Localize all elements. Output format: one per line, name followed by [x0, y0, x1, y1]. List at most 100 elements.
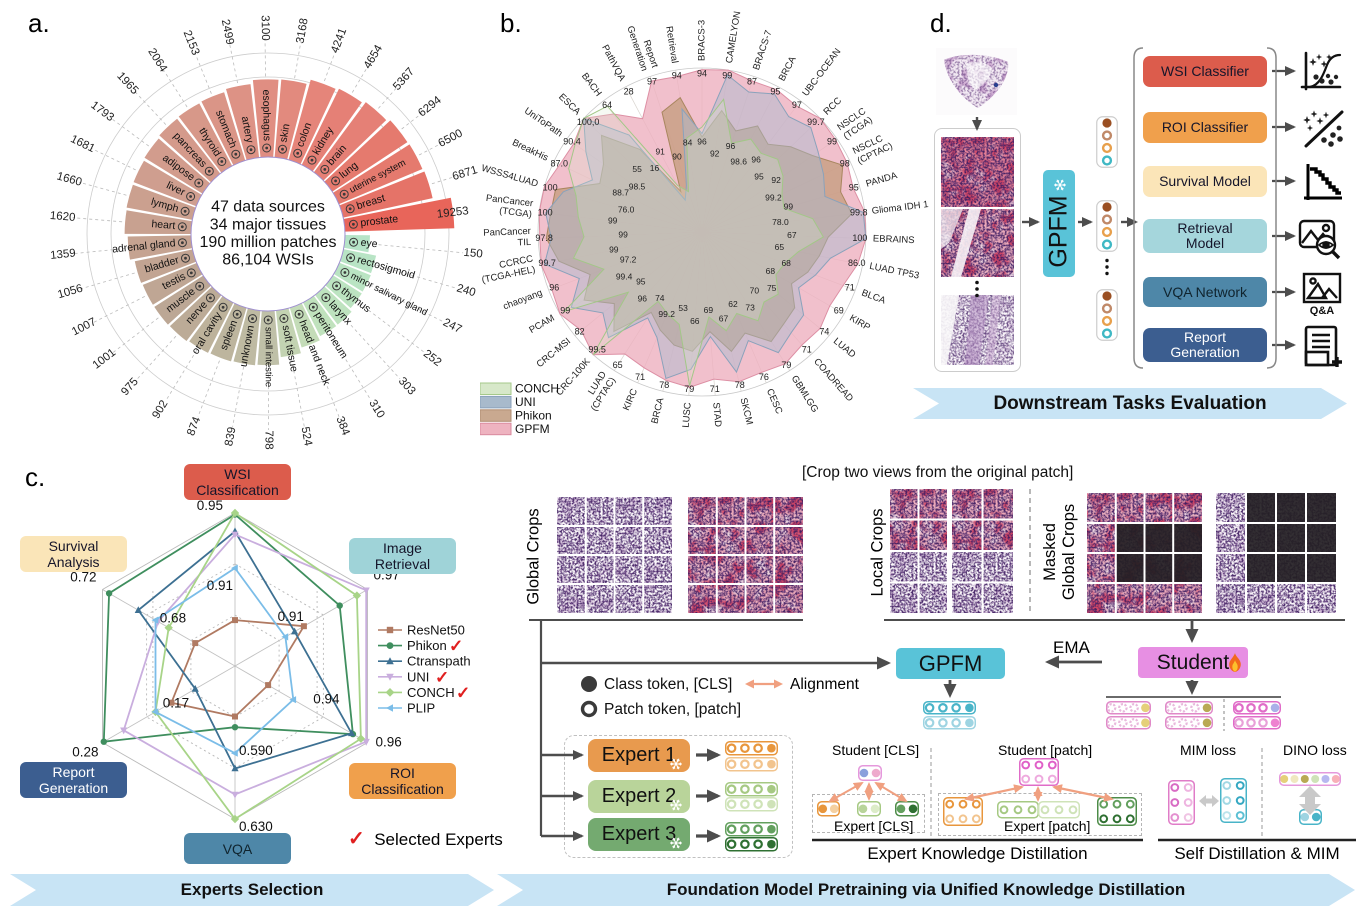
svg-text:✓: ✓ [435, 668, 449, 687]
svg-text:95: 95 [636, 276, 646, 286]
svg-text:EBRAINS: EBRAINS [873, 233, 915, 246]
svg-text:97: 97 [647, 76, 657, 86]
svg-text:71: 71 [635, 372, 645, 382]
svg-text:small intestine: small intestine [263, 327, 274, 387]
svg-text:76: 76 [759, 372, 769, 382]
svg-text:74: 74 [819, 326, 829, 336]
svg-text:heart: heart [151, 218, 176, 232]
svg-text:ESCA: ESCA [556, 92, 583, 118]
svg-text:PLIP: PLIP [407, 701, 435, 716]
svg-text:1001: 1001 [91, 347, 119, 372]
svg-text:94: 94 [672, 70, 682, 80]
svg-text:1681: 1681 [68, 133, 96, 155]
svg-text:92: 92 [771, 175, 781, 185]
svg-text:55: 55 [632, 164, 642, 174]
svg-text:99.8: 99.8 [850, 207, 868, 217]
svg-text:(TCGA): (TCGA) [499, 205, 533, 220]
svg-text:94: 94 [697, 68, 707, 78]
svg-text:PANDA: PANDA [865, 170, 899, 190]
svg-text:Patch token, [patch]: Patch token, [patch] [604, 701, 741, 718]
svg-text:98.5: 98.5 [629, 181, 646, 191]
svg-text:97: 97 [792, 100, 802, 110]
svg-text:99: 99 [560, 305, 570, 315]
svg-text:96: 96 [638, 294, 648, 304]
svg-text:CONCH: CONCH [515, 382, 559, 396]
svg-text:100,0: 100,0 [577, 117, 600, 127]
svg-text:78: 78 [735, 380, 745, 390]
svg-text:BRACS-7: BRACS-7 [751, 29, 775, 72]
svg-text:2499: 2499 [219, 18, 236, 45]
svg-text:BLCA: BLCA [860, 287, 888, 306]
svg-text:0.94: 0.94 [313, 691, 340, 706]
svg-text:0.72: 0.72 [70, 570, 96, 585]
svg-text:71: 71 [845, 282, 855, 292]
svg-text:1793: 1793 [88, 99, 116, 124]
svg-text:78.0: 78.0 [772, 217, 789, 227]
svg-text:0.28: 0.28 [72, 745, 98, 760]
svg-text:96: 96 [549, 282, 559, 292]
svg-text:70: 70 [750, 285, 760, 295]
svg-text:0.68: 0.68 [160, 611, 186, 626]
svg-text:240: 240 [455, 283, 477, 300]
svg-text:Ctranspath: Ctranspath [407, 654, 471, 669]
svg-text:STAD: STAD [710, 402, 723, 428]
svg-text:310: 310 [366, 398, 386, 421]
svg-text:384: 384 [334, 415, 352, 438]
svg-text:1620: 1620 [49, 210, 76, 224]
svg-text:TIL: TIL [517, 237, 531, 249]
svg-text:96: 96 [697, 136, 707, 146]
svg-text:CAMELYON: CAMELYON [724, 10, 743, 64]
svg-text:95: 95 [770, 86, 780, 96]
svg-text:✓: ✓ [456, 683, 470, 702]
svg-text:BRCA: BRCA [649, 396, 666, 425]
svg-text:99.4: 99.4 [616, 271, 633, 281]
svg-text:98: 98 [840, 159, 850, 169]
svg-text:839: 839 [223, 426, 238, 447]
svg-text:BACH: BACH [579, 71, 604, 99]
svg-text:87.0: 87.0 [551, 159, 569, 169]
svg-text:150: 150 [463, 247, 483, 261]
svg-text:975: 975 [119, 376, 141, 398]
svg-text:99: 99 [722, 70, 732, 80]
svg-text:247: 247 [441, 317, 464, 336]
svg-text:88.7: 88.7 [612, 188, 629, 198]
svg-text:SKCM: SKCM [738, 397, 755, 426]
svg-text:79: 79 [684, 384, 694, 394]
svg-text:artery: artery [239, 115, 256, 144]
svg-text:47 data sources: 47 data sources [211, 199, 325, 216]
svg-text:0.96: 0.96 [376, 735, 402, 750]
svg-text:Phikon: Phikon [515, 408, 552, 422]
svg-text:64: 64 [602, 100, 612, 110]
svg-text:68: 68 [766, 266, 776, 276]
svg-text:252: 252 [421, 348, 444, 369]
svg-text:74: 74 [655, 293, 665, 303]
svg-text:0.91: 0.91 [278, 609, 304, 624]
svg-text:Q&A: Q&A [1310, 305, 1335, 316]
svg-text:skin: skin [277, 123, 292, 144]
svg-text:34 major tissues: 34 major tissues [210, 216, 327, 233]
svg-text:prostate: prostate [360, 213, 399, 229]
svg-text:71: 71 [710, 384, 720, 394]
svg-text:874: 874 [185, 415, 203, 438]
svg-text:95: 95 [849, 182, 859, 192]
svg-text:BRACS-3: BRACS-3 [697, 20, 708, 61]
svg-text:100: 100 [543, 182, 558, 192]
svg-text:100: 100 [538, 207, 553, 217]
svg-text:798: 798 [262, 430, 274, 449]
svg-text:82: 82 [575, 326, 585, 336]
svg-text:CESC: CESC [764, 387, 785, 416]
svg-text:68: 68 [781, 258, 791, 268]
svg-text:UNI: UNI [515, 395, 536, 409]
svg-text:76.0: 76.0 [618, 204, 635, 214]
svg-text:GPFM: GPFM [515, 422, 550, 436]
svg-text:RCC: RCC [822, 95, 845, 117]
svg-text:4654: 4654 [362, 42, 386, 71]
svg-text:2153: 2153 [181, 29, 202, 57]
svg-text:1007: 1007 [70, 316, 98, 338]
svg-text:chaoyang: chaoyang [502, 287, 544, 312]
svg-text:BreakHis: BreakHis [510, 137, 550, 164]
svg-text:UBC-OCEAN: UBC-OCEAN [800, 46, 843, 98]
svg-text:99.2: 99.2 [765, 192, 782, 202]
svg-text:99.5: 99.5 [588, 345, 606, 355]
svg-text:99: 99 [784, 201, 794, 211]
